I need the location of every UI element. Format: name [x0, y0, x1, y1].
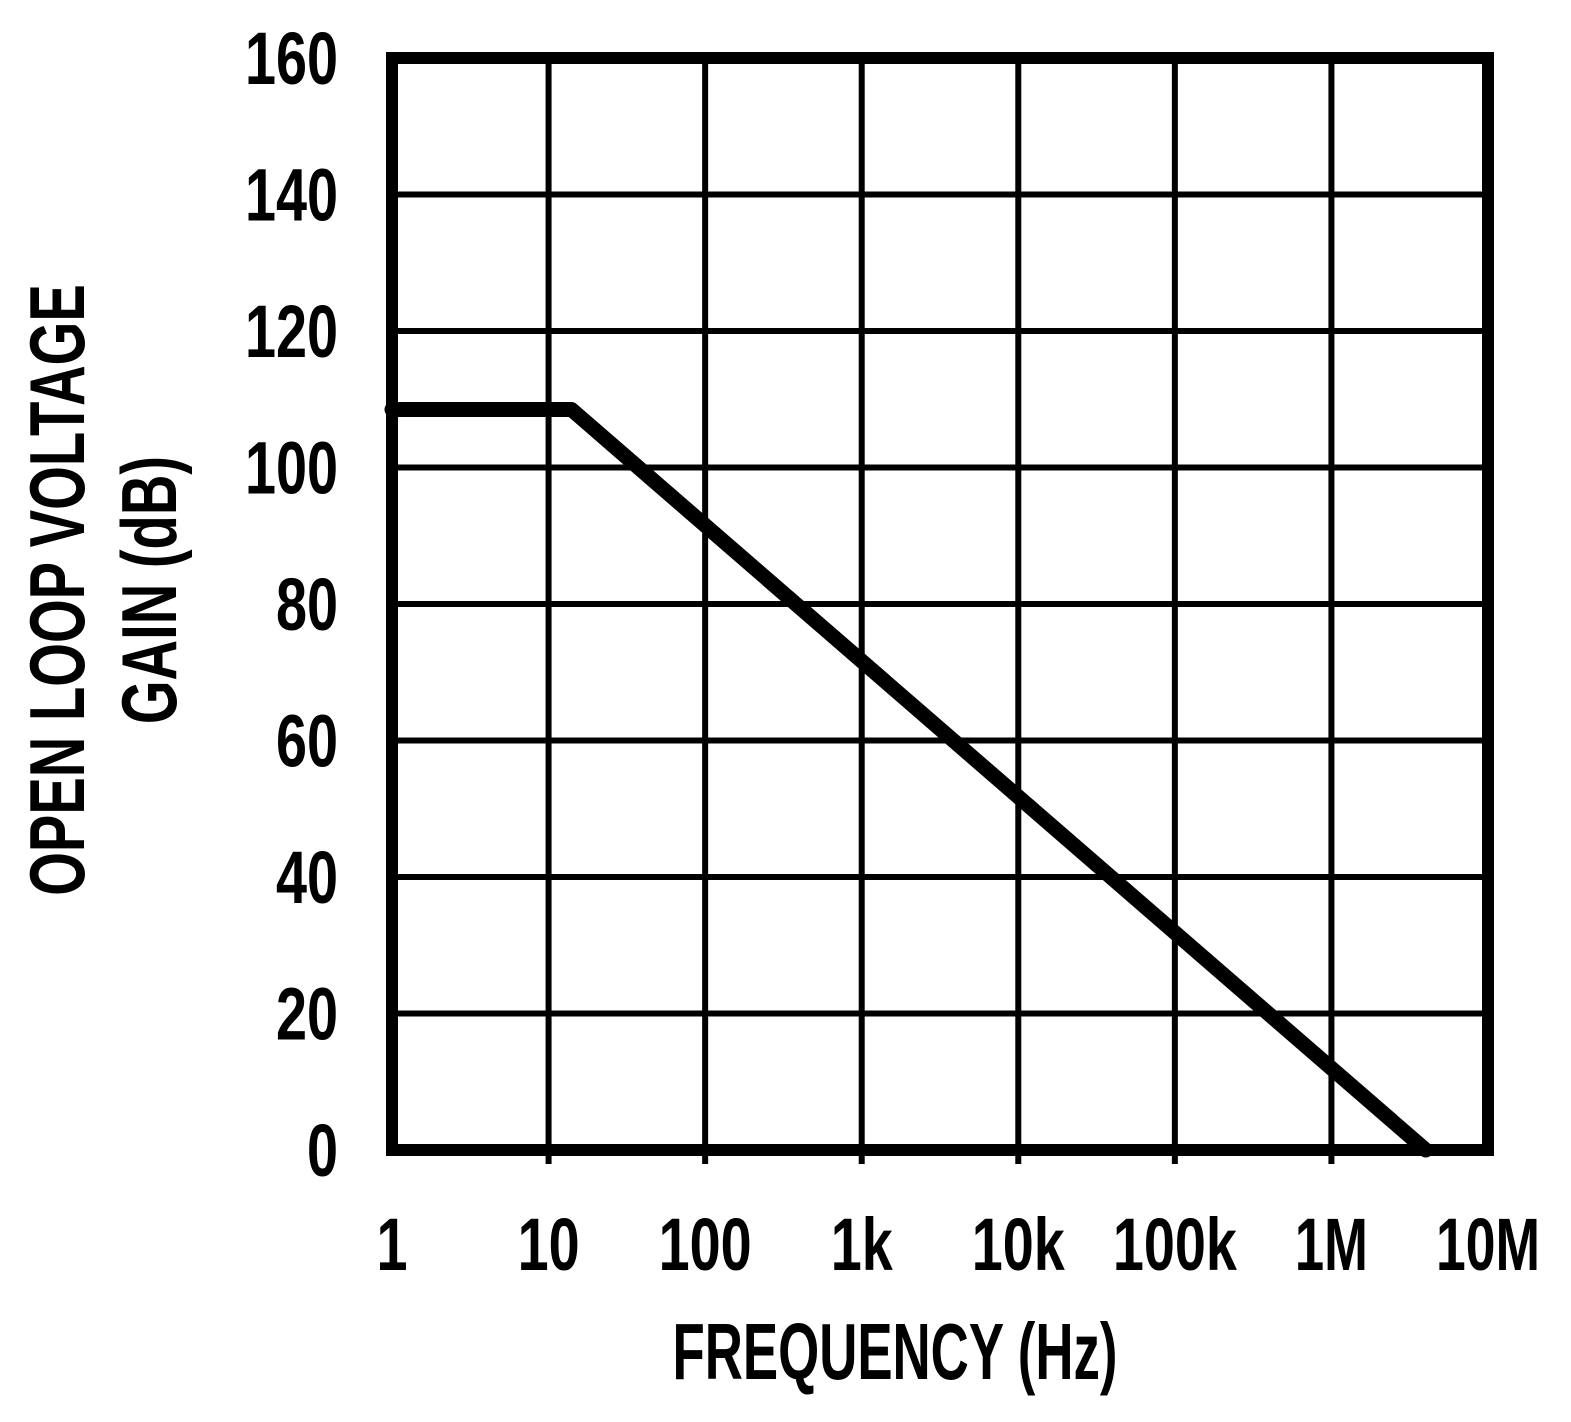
y-tick-label: 120	[245, 290, 338, 373]
x-tick-label: 100	[659, 1203, 752, 1286]
y-axis-title: OPEN LOOP VOLTAGE GAIN (dB)	[11, 266, 195, 914]
y-tick-label: 60	[276, 700, 338, 783]
x-tick-label: 10	[518, 1203, 580, 1286]
plot-border	[386, 52, 1494, 1156]
x-tick-label: 100k	[1113, 1203, 1238, 1286]
y-tick-label: 80	[276, 563, 338, 646]
x-tick-label: 1M	[1295, 1203, 1368, 1286]
x-tick-label: 1k	[831, 1203, 894, 1286]
x-tick-label: 1	[377, 1203, 408, 1286]
y-tick-label: 0	[307, 1109, 338, 1192]
x-tick-label: 10M	[1436, 1203, 1540, 1286]
open-loop-gain-curve	[384, 402, 1434, 1158]
y-tick-label: 140	[245, 154, 338, 237]
y-axis-title-line2: GAIN (dB)	[105, 455, 193, 725]
x-tick-label: 10k	[972, 1203, 1066, 1286]
y-tick-label: 100	[245, 427, 338, 510]
x-axis-title: FREQUENCY (Hz)	[672, 1307, 1118, 1396]
y-tick-label: 40	[276, 836, 338, 919]
y-tick-label: 20	[276, 973, 338, 1056]
y-axis-title-line1: OPEN LOOP VOLTAGE	[13, 284, 101, 896]
y-tick-label: 160	[245, 17, 338, 100]
